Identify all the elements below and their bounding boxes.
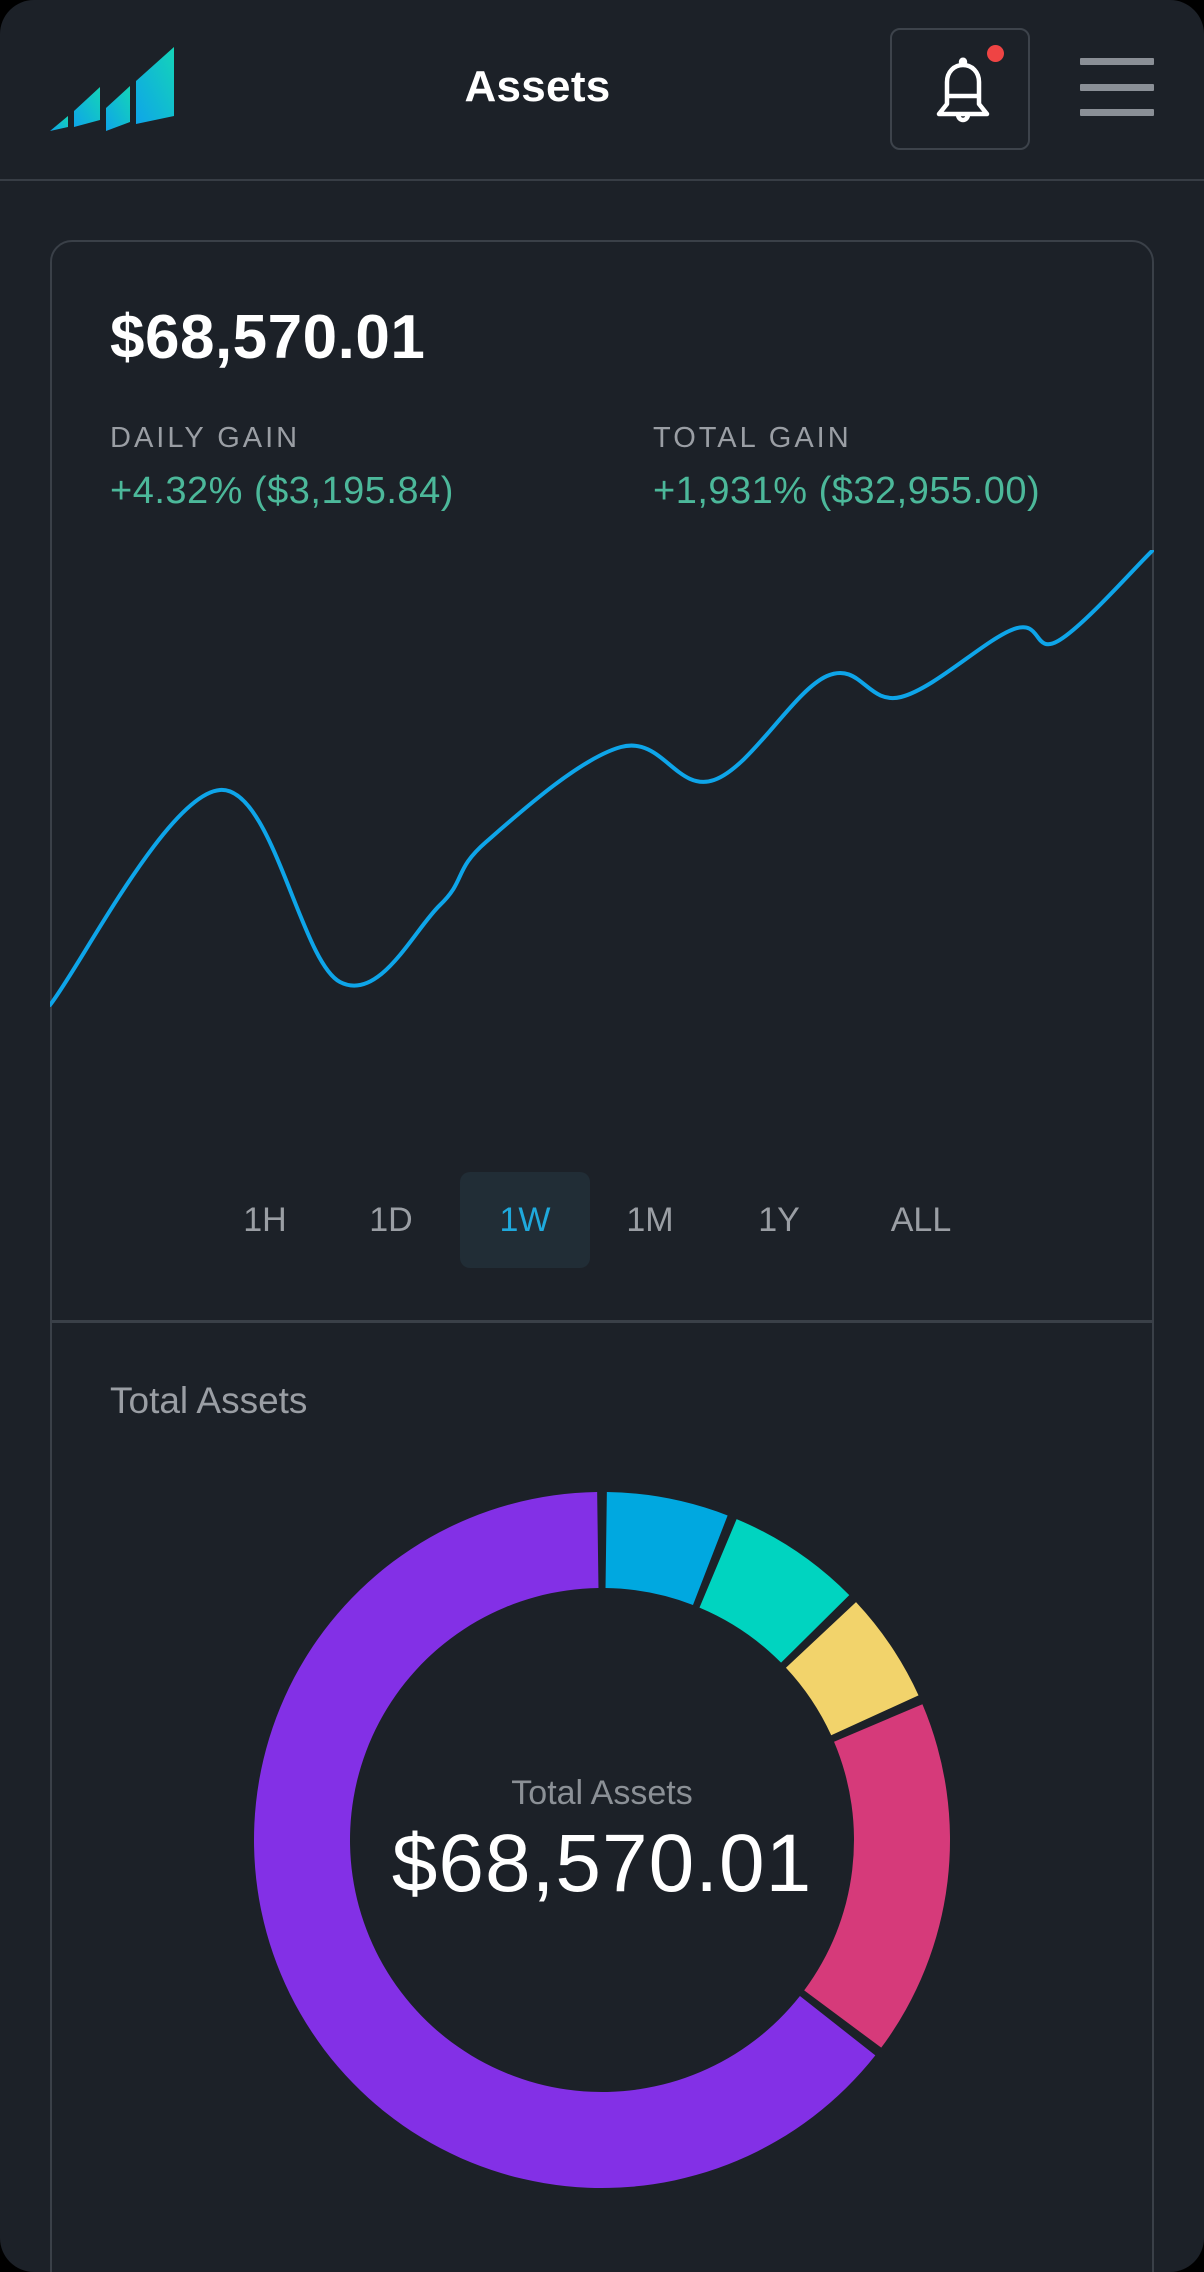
time-range-all[interactable]: ALL [890, 1201, 952, 1239]
daily-gain-value: +4.32% ($3,195.84) [110, 470, 454, 512]
notifications-button[interactable] [890, 28, 1030, 150]
page-title: Assets [464, 62, 611, 111]
menu-line-icon [1080, 84, 1154, 91]
menu-line-icon [1080, 109, 1154, 116]
donut-segment-2[interactable] [699, 1519, 850, 1663]
time-range-1d[interactable]: 1D [369, 1201, 413, 1239]
time-range-selector: 1H 1D 1W 1M 1Y ALL [52, 1172, 1152, 1268]
time-range-1y[interactable]: 1Y [758, 1201, 800, 1239]
donut-segment-1[interactable] [605, 1492, 728, 1605]
hamburger-menu-button[interactable] [1078, 58, 1156, 120]
donut-segment-5[interactable] [253, 1492, 876, 2188]
portfolio-balance: $68,570.01 [110, 303, 426, 372]
section-divider [52, 1320, 1152, 1323]
portfolio-card: $68,570.01 DAILY GAIN +4.32% ($3,195.84)… [50, 240, 1154, 2272]
time-range-1w[interactable]: 1W [460, 1172, 590, 1268]
bell-icon [936, 57, 990, 123]
total-gain-value: +1,931% ($32,955.00) [653, 470, 1041, 512]
notification-badge [987, 45, 1004, 62]
donut-segment-4[interactable] [804, 1704, 950, 2048]
daily-gain-label: DAILY GAIN [110, 422, 301, 454]
performance-line-chart[interactable] [50, 550, 1154, 1020]
donut-segment-3[interactable] [785, 1602, 919, 1736]
app-logo-icon[interactable] [48, 44, 176, 132]
donut-center-value: $68,570.01 [391, 1818, 813, 1909]
donut-center-label: Total Assets [511, 1774, 693, 1812]
menu-line-icon [1080, 58, 1154, 65]
total-assets-heading: Total Assets [110, 1380, 308, 1421]
asset-allocation-donut-chart[interactable] [252, 1490, 952, 2190]
time-range-1h[interactable]: 1H [243, 1201, 287, 1239]
total-gain-label: TOTAL GAIN [653, 422, 852, 454]
top-nav-bar: Assets [0, 0, 1204, 181]
time-range-1m[interactable]: 1M [626, 1201, 674, 1239]
